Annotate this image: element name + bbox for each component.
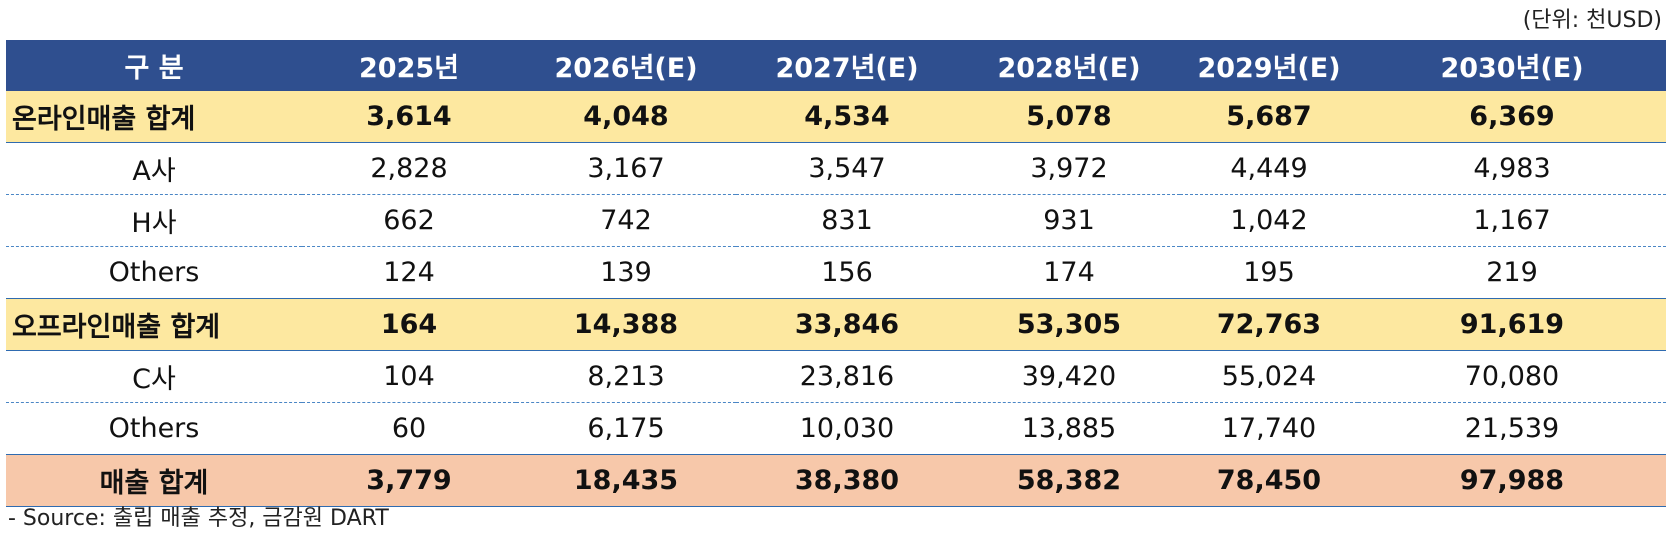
table-cell: 5,687 [1180,91,1358,143]
table-cell: 13,885 [958,402,1180,455]
row-label: 매출 합계 [6,454,302,507]
table-cell: 174 [958,246,1180,299]
table-cell: 195 [1180,246,1358,299]
header-year-2027: 2027년(E) [736,40,958,91]
table-cell: 1,167 [1358,194,1666,247]
table-cell: 38,380 [736,454,958,507]
table-cell: 156 [736,246,958,299]
table-cell: 91,619 [1358,298,1666,351]
table-row: C사 104 8,213 23,816 39,420 55,024 70,080 [6,350,1666,403]
table-cell: 3,614 [302,91,516,143]
table-cell: 831 [736,194,958,247]
table-cell: 78,450 [1180,454,1358,507]
table-cell: 1,042 [1180,194,1358,247]
table-row: H사 662 742 831 931 1,042 1,167 [6,194,1666,247]
table-cell: 124 [302,246,516,299]
table-cell: 33,846 [736,298,958,351]
table-row: Others 124 139 156 174 195 219 [6,246,1666,299]
sales-table: 구 분 2025년 2026년(E) 2027년(E) 2028년(E) 202… [6,40,1666,507]
table-cell: 17,740 [1180,402,1358,455]
header-year-2025: 2025년 [302,40,516,91]
table-cell: 662 [302,194,516,247]
row-label: C사 [6,350,302,403]
row-label: 온라인매출 합계 [6,91,302,143]
online-subtotal-row: 온라인매출 합계 3,614 4,048 4,534 5,078 5,687 6… [6,91,1666,143]
table-cell: 4,449 [1180,142,1358,195]
table-cell: 3,547 [736,142,958,195]
table-cell: 53,305 [958,298,1180,351]
table-cell: 55,024 [1180,350,1358,403]
table-row: Others 60 6,175 10,030 13,885 17,740 21,… [6,402,1666,455]
table-cell: 72,763 [1180,298,1358,351]
header-year-2026: 2026년(E) [516,40,736,91]
row-label: H사 [6,194,302,247]
table-cell: 4,048 [516,91,736,143]
table-cell: 3,779 [302,454,516,507]
table-cell: 4,983 [1358,142,1666,195]
row-label: A사 [6,142,302,195]
table-cell: 60 [302,402,516,455]
row-label: 오프라인매출 합계 [6,298,302,351]
header-year-2029: 2029년(E) [1180,40,1358,91]
header-year-2028: 2028년(E) [958,40,1180,91]
table-cell: 2,828 [302,142,516,195]
table-cell: 6,175 [516,402,736,455]
table-row: A사 2,828 3,167 3,547 3,972 4,449 4,983 [6,142,1666,195]
table-cell: 70,080 [1358,350,1666,403]
table-cell: 742 [516,194,736,247]
table-header-row: 구 분 2025년 2026년(E) 2027년(E) 2028년(E) 202… [6,40,1666,91]
table-cell: 23,816 [736,350,958,403]
table-cell: 14,388 [516,298,736,351]
table-cell: 5,078 [958,91,1180,143]
row-label: Others [6,402,302,455]
table-cell: 104 [302,350,516,403]
source-note: - Source: 출립 매출 추정, 금감원 DART [8,506,389,531]
table-cell: 3,167 [516,142,736,195]
table-cell: 58,382 [958,454,1180,507]
table-cell: 21,539 [1358,402,1666,455]
header-category: 구 분 [6,40,302,91]
table-cell: 18,435 [516,454,736,507]
table-cell: 6,369 [1358,91,1666,143]
offline-subtotal-row: 오프라인매출 합계 164 14,388 33,846 53,305 72,76… [6,298,1666,351]
header-year-2030: 2030년(E) [1358,40,1666,91]
table-cell: 97,988 [1358,454,1666,507]
table-cell: 164 [302,298,516,351]
table-cell: 39,420 [958,350,1180,403]
table-cell: 10,030 [736,402,958,455]
unit-label: (단위: 천USD) [1522,8,1662,33]
table-cell: 3,972 [958,142,1180,195]
grand-total-row: 매출 합계 3,779 18,435 38,380 58,382 78,450 … [6,454,1666,507]
table-cell: 931 [958,194,1180,247]
table-cell: 4,534 [736,91,958,143]
table-cell: 139 [516,246,736,299]
table-cell: 8,213 [516,350,736,403]
row-label: Others [6,246,302,299]
table-cell: 219 [1358,246,1666,299]
